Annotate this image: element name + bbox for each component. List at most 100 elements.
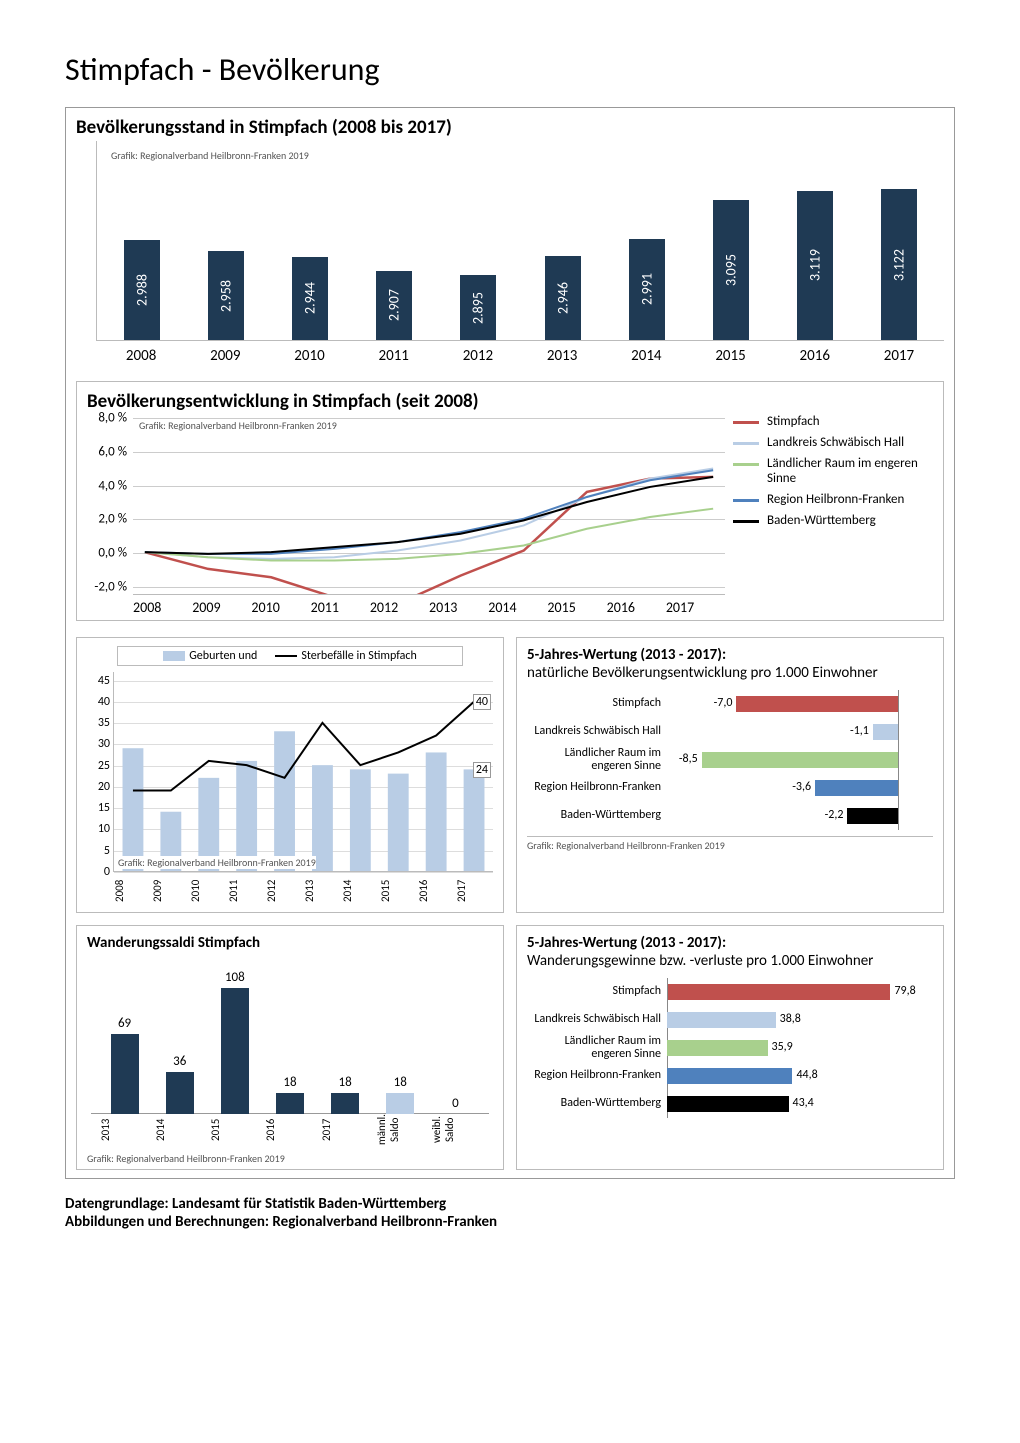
chart2-credit: Grafik: Regionalverband Heilbronn-Franke… bbox=[139, 419, 337, 432]
xaxis-label: 2010 bbox=[189, 874, 227, 908]
xaxis-label: 2011 bbox=[355, 341, 433, 365]
xaxis-label: weibl. Saldo bbox=[430, 1114, 481, 1148]
bar-cell: 69 bbox=[99, 958, 150, 1114]
yaxis-label: 10 bbox=[88, 822, 110, 836]
chart1-credit: Grafik: Regionalverband Heilbronn-Franke… bbox=[111, 149, 309, 162]
xaxis-label: 2014 bbox=[341, 874, 379, 908]
chart3-credit: Grafik: Regionalverband Heilbronn-Franke… bbox=[118, 856, 316, 869]
hbar-row: Ländlicher Raum im engeren Sinne-8,5 bbox=[527, 746, 933, 774]
xaxis-label: 2017 bbox=[455, 874, 493, 908]
chart1-title: Bevölkerungsstand in Stimpfach (2008 bis… bbox=[76, 116, 944, 139]
xaxis-label: 2014 bbox=[488, 595, 547, 616]
bar: 3.119 bbox=[797, 191, 833, 340]
xaxis-label: 2011 bbox=[311, 595, 370, 616]
xaxis-label: 2009 bbox=[151, 874, 189, 908]
xaxis-label: 2016 bbox=[417, 874, 455, 908]
legend-item: Baden-Württemberg bbox=[733, 513, 933, 528]
legend-item: Landkreis Schwäbisch Hall bbox=[733, 435, 933, 450]
legend-item: Ländlicher Raum im engeren Sinne bbox=[733, 456, 933, 486]
xaxis-label: 2008 bbox=[133, 595, 192, 616]
yaxis-label: 25 bbox=[88, 759, 110, 773]
bar: 2.946 bbox=[545, 256, 581, 340]
chart4-credit: Grafik: Regionalverband Heilbronn-Franke… bbox=[527, 836, 933, 852]
xaxis-label: 2016 bbox=[607, 595, 666, 616]
bar-cell: 36 bbox=[154, 958, 205, 1114]
xaxis-label: 2008 bbox=[113, 874, 151, 908]
chart5-credit: Grafik: Regionalverband Heilbronn-Franke… bbox=[87, 1152, 493, 1165]
footer-line2: Abbildungen und Berechnungen: Regionalve… bbox=[65, 1213, 955, 1231]
hbar-row: Baden-Württemberg43,4 bbox=[527, 1090, 933, 1118]
bar-cell: 18 bbox=[264, 958, 315, 1114]
xaxis-label: 2015 bbox=[209, 1114, 260, 1148]
footer: Datengrundlage: Landesamt für Statistik … bbox=[65, 1195, 955, 1231]
xaxis-label: 2016 bbox=[776, 341, 854, 365]
xaxis-label: 2013 bbox=[429, 595, 488, 616]
xaxis-label: 2017 bbox=[666, 595, 725, 616]
xaxis-label: 2011 bbox=[227, 874, 265, 908]
yaxis-label: 8,0 % bbox=[87, 411, 127, 426]
hbar-row: Region Heilbronn-Franken44,8 bbox=[527, 1062, 933, 1090]
xaxis-label: 2012 bbox=[370, 595, 429, 616]
xaxis-label: 2014 bbox=[607, 341, 685, 365]
yaxis-label: 15 bbox=[88, 801, 110, 815]
yaxis-label: 5 bbox=[88, 844, 110, 858]
bar: 2.944 bbox=[292, 257, 328, 340]
births-deaths-chart: Geburten und Sterbefälle in Stimpfach 0 5… bbox=[76, 637, 504, 913]
bar: 2.991 bbox=[629, 239, 665, 340]
page-title: Stimpfach - Bevölkerung bbox=[65, 50, 955, 89]
xaxis-label: 2015 bbox=[379, 874, 417, 908]
bar-cell: 18 bbox=[375, 958, 426, 1114]
xaxis-label: 2017 bbox=[860, 341, 938, 365]
chart2-legend: Stimpfach Landkreis Schwäbisch Hall Ländli… bbox=[733, 390, 933, 616]
yaxis-label: 20 bbox=[88, 780, 110, 794]
yaxis-label: 40 bbox=[88, 695, 110, 709]
charts-container: Bevölkerungsstand in Stimpfach (2008 bis… bbox=[65, 107, 955, 1179]
yaxis-label: 45 bbox=[88, 674, 110, 688]
hbar-row: Stimpfach79,8 bbox=[527, 978, 933, 1006]
hbar-row: Region Heilbronn-Franken-3,6 bbox=[527, 774, 933, 802]
chart6-title: 5-Jahres-Wertung (2013 - 2017): bbox=[527, 934, 933, 952]
xaxis-label: 2012 bbox=[439, 341, 517, 365]
natural-dev-hbar: 5-Jahres-Wertung (2013 - 2017): natürlic… bbox=[516, 637, 944, 913]
chart5-title: Wanderungssaldi Stimpfach bbox=[87, 934, 493, 952]
xaxis-label: 2010 bbox=[251, 595, 310, 616]
legend-deaths: Sterbefälle in Stimpfach bbox=[301, 649, 416, 663]
chart4-subtitle: natürliche Bevölkerungsentwicklung pro 1… bbox=[527, 664, 933, 682]
chart2-title: Bevölkerungsentwicklung in Stimpfach (se… bbox=[87, 390, 725, 413]
yaxis-label: 0 bbox=[88, 865, 110, 879]
legend-item: Stimpfach bbox=[733, 414, 933, 429]
hbar-row: Ländlicher Raum im engeren Sinne35,9 bbox=[527, 1034, 933, 1062]
legend-births: Geburten und bbox=[189, 649, 257, 663]
annotation: 40 bbox=[473, 694, 491, 710]
xaxis-label: 2010 bbox=[270, 341, 348, 365]
annotation: 24 bbox=[473, 762, 491, 778]
chart4-title: 5-Jahres-Wertung (2013 - 2017): bbox=[527, 646, 933, 664]
yaxis-label: -2,0 % bbox=[87, 579, 127, 594]
bar: 2.907 bbox=[376, 271, 412, 340]
xaxis-label: 2013 bbox=[523, 341, 601, 365]
bar: 2.895 bbox=[460, 275, 496, 340]
bar: 2.958 bbox=[208, 251, 244, 340]
xaxis-label: 2015 bbox=[547, 595, 606, 616]
legend-item: Region Heilbronn-Franken bbox=[733, 492, 933, 507]
yaxis-label: 30 bbox=[88, 737, 110, 751]
xaxis-label: 2015 bbox=[691, 341, 769, 365]
bar-cell: 108 bbox=[209, 958, 260, 1114]
bar-cell: 18 bbox=[320, 958, 371, 1114]
hbar-row: Landkreis Schwäbisch Hall-1,1 bbox=[527, 718, 933, 746]
hbar-row: Landkreis Schwäbisch Hall38,8 bbox=[527, 1006, 933, 1034]
xaxis-label: 2009 bbox=[192, 595, 251, 616]
footer-line1: Datengrundlage: Landesamt für Statistik … bbox=[65, 1195, 955, 1213]
yaxis-label: 6,0 % bbox=[87, 445, 127, 460]
xaxis-label: männl. Saldo bbox=[375, 1114, 426, 1148]
population-bar-chart: Bevölkerungsstand in Stimpfach (2008 bis… bbox=[76, 116, 944, 365]
yaxis-label: 35 bbox=[88, 716, 110, 730]
bar: 3.095 bbox=[713, 200, 749, 340]
xaxis-label: 2013 bbox=[303, 874, 341, 908]
migration-bar-chart: Wanderungssaldi Stimpfach 69361081818180… bbox=[76, 925, 504, 1170]
hbar-row: Stimpfach-7,0 bbox=[527, 690, 933, 718]
migration-hbar: 5-Jahres-Wertung (2013 - 2017): Wanderun… bbox=[516, 925, 944, 1170]
bar-cell: 0 bbox=[430, 958, 481, 1114]
development-line-chart: Bevölkerungsentwicklung in Stimpfach (se… bbox=[76, 381, 944, 621]
yaxis-label: 2,0 % bbox=[87, 512, 127, 527]
